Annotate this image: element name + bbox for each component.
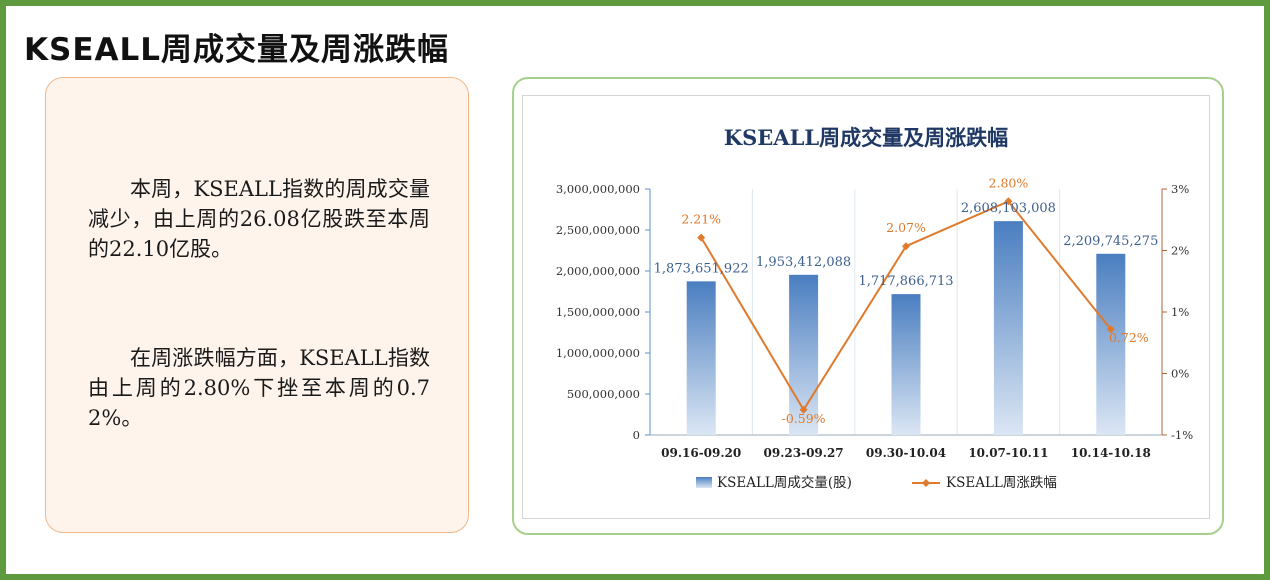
volume-summary: 本周，KSEALL指数的周成交量减少，由上周的26.08亿股跌至本周的22.10… (88, 177, 430, 261)
change-point (799, 405, 808, 414)
change-data-label: 2.80% (989, 175, 1029, 190)
right-tick-label: 1% (1171, 305, 1189, 319)
legend-line-marker (922, 479, 930, 487)
category-label: 10.14-10.18 (1071, 446, 1151, 460)
left-tick-label: 3,000,000,000 (556, 182, 640, 196)
legend-bar-label: KSEALL周成交量(股) (717, 474, 852, 491)
left-tick-label: 2,000,000,000 (556, 264, 640, 278)
change-summary: 在周涨跌幅方面，KSEALL指数由上周的2.80%下挫至本周的0.72%。 (88, 346, 430, 430)
category-label: 09.23-09.27 (764, 446, 844, 460)
volume-data-label: 1,873,651,922 (654, 261, 749, 276)
left-tick-label: 2,500,000,000 (556, 223, 640, 237)
chart-title: KSEALL周成交量及周涨跌幅 (724, 125, 1008, 150)
right-tick-label: 2% (1171, 244, 1189, 258)
volume-bar (891, 294, 921, 435)
left-tick-label: 1,000,000,000 (556, 346, 640, 360)
change-data-label: -0.59% (782, 411, 826, 426)
change-point (902, 242, 910, 251)
change-data-label: 0.72% (1109, 330, 1149, 345)
left-tick-label: 500,000,000 (567, 387, 640, 401)
change-point (1106, 325, 1115, 334)
change-data-label: 2.21% (681, 212, 721, 227)
category-label: 10.07-10.11 (968, 446, 1048, 460)
volume-bar (686, 281, 716, 435)
volume-data-label: 1,717,866,713 (858, 274, 953, 289)
right-tick-label: 3% (1171, 182, 1189, 196)
volume-data-label: 2,608,103,008 (961, 201, 1056, 216)
category-label: 09.16-09.20 (661, 446, 741, 460)
left-tick-label: 0 (633, 428, 640, 442)
right-tick-label: 0% (1171, 367, 1189, 381)
page-title: KSEALL周成交量及周涨跌幅 (24, 32, 450, 68)
legend-line-label: KSEALL周涨跌幅 (946, 475, 1057, 491)
change-data-label: 2.07% (886, 220, 926, 235)
chart-area (522, 95, 1210, 519)
legend-bar-swatch (696, 477, 712, 488)
change-point (697, 233, 706, 242)
volume-bar (1096, 253, 1126, 435)
volume-data-label: 1,953,412,088 (756, 255, 851, 270)
left-tick-label: 1,500,000,000 (556, 305, 640, 319)
category-label: 09.30-10.04 (866, 446, 946, 460)
summary-panel: 本周，KSEALL指数的周成交量减少，由上周的26.08亿股跌至本周的22.10… (45, 77, 469, 533)
volume-bar (993, 221, 1023, 435)
volume-data-label: 2,209,745,275 (1063, 234, 1158, 249)
right-tick-label: -1% (1171, 428, 1193, 442)
change-point (1004, 197, 1013, 206)
